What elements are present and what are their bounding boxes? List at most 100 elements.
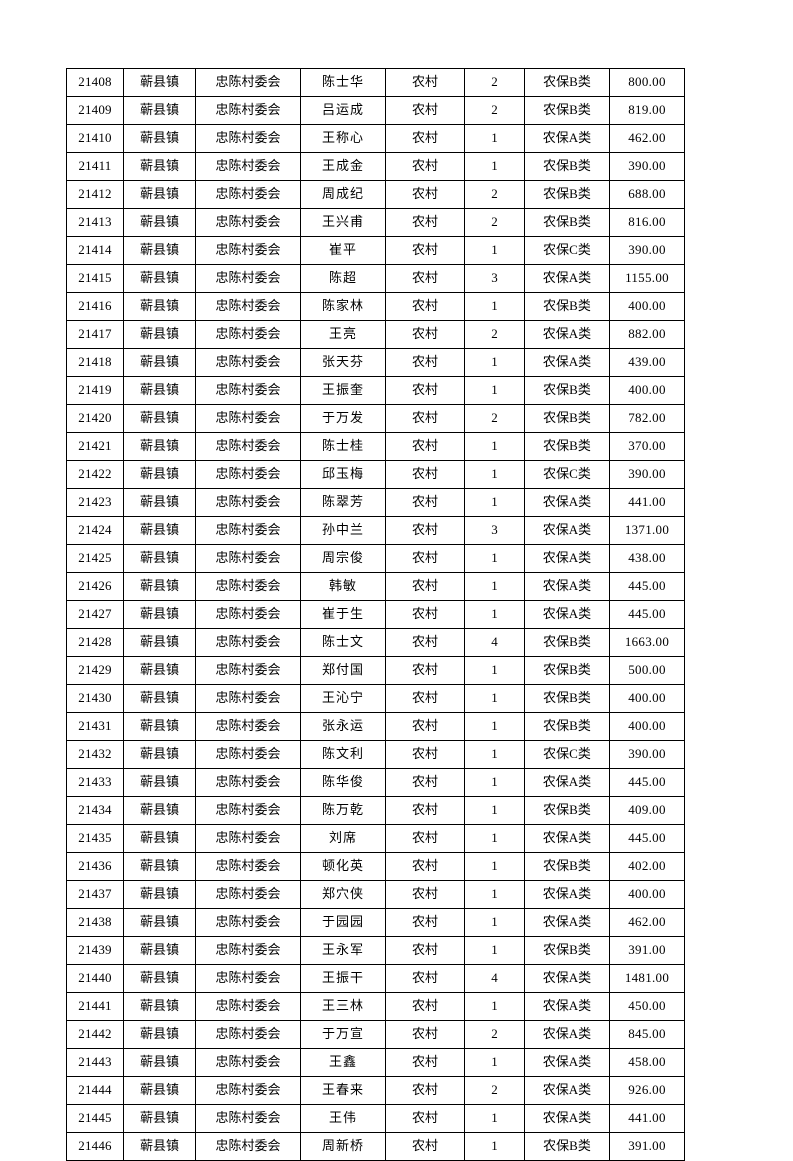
table-row: 21409 蕲县镇 忠陈村委会 吕运成 农村 2 农保B类 819.00: [66, 96, 685, 125]
cell-amount: 445.00: [609, 824, 685, 853]
cell-town: 蕲县镇: [123, 824, 196, 853]
cell-amount: 441.00: [609, 488, 685, 517]
cell-amount: 1663.00: [609, 628, 685, 657]
cell-person-name: 于万宣: [300, 1020, 386, 1049]
cell-village-committee: 忠陈村委会: [195, 516, 301, 545]
cell-person-count: 1: [464, 684, 525, 713]
cell-household-type: 农村: [385, 684, 465, 713]
cell-person-name: 陈家林: [300, 292, 386, 321]
cell-person-name: 崔于生: [300, 600, 386, 629]
cell-amount: 400.00: [609, 880, 685, 909]
cell-person-name: 王沁宁: [300, 684, 386, 713]
cell-amount: 462.00: [609, 908, 685, 937]
cell-person-count: 1: [464, 656, 525, 685]
table-row: 21435 蕲县镇 忠陈村委会 刘席 农村 1 农保A类 445.00: [66, 824, 685, 853]
cell-village-committee: 忠陈村委会: [195, 124, 301, 153]
cell-insurance-category: 农保B类: [524, 796, 610, 825]
cell-insurance-category: 农保B类: [524, 684, 610, 713]
cell-household-type: 农村: [385, 544, 465, 573]
cell-insurance-category: 农保A类: [524, 320, 610, 349]
cell-village-committee: 忠陈村委会: [195, 796, 301, 825]
cell-serial-number: 21415: [66, 264, 124, 293]
cell-town: 蕲县镇: [123, 572, 196, 601]
cell-person-count: 2: [464, 320, 525, 349]
cell-serial-number: 21422: [66, 460, 124, 489]
cell-serial-number: 21417: [66, 320, 124, 349]
table-row: 21423 蕲县镇 忠陈村委会 陈翠芳 农村 1 农保A类 441.00: [66, 488, 685, 517]
cell-person-count: 1: [464, 992, 525, 1021]
table-row: 21411 蕲县镇 忠陈村委会 王成金 农村 1 农保B类 390.00: [66, 152, 685, 181]
cell-person-count: 1: [464, 600, 525, 629]
cell-household-type: 农村: [385, 852, 465, 881]
cell-person-name: 张天芬: [300, 348, 386, 377]
cell-village-committee: 忠陈村委会: [195, 96, 301, 125]
table-row: 21445 蕲县镇 忠陈村委会 王伟 农村 1 农保A类 441.00: [66, 1104, 685, 1133]
cell-insurance-category: 农保B类: [524, 712, 610, 741]
cell-town: 蕲县镇: [123, 992, 196, 1021]
cell-town: 蕲县镇: [123, 516, 196, 545]
cell-amount: 445.00: [609, 768, 685, 797]
cell-serial-number: 21419: [66, 376, 124, 405]
cell-amount: 370.00: [609, 432, 685, 461]
cell-household-type: 农村: [385, 740, 465, 769]
cell-insurance-category: 农保A类: [524, 488, 610, 517]
cell-person-count: 1: [464, 740, 525, 769]
cell-town: 蕲县镇: [123, 1132, 196, 1161]
cell-person-name: 王鑫: [300, 1048, 386, 1077]
cell-amount: 390.00: [609, 740, 685, 769]
cell-serial-number: 21438: [66, 908, 124, 937]
cell-person-name: 王兴甫: [300, 208, 386, 237]
cell-town: 蕲县镇: [123, 964, 196, 993]
table-row: 21429 蕲县镇 忠陈村委会 郑付国 农村 1 农保B类 500.00: [66, 656, 685, 685]
cell-household-type: 农村: [385, 712, 465, 741]
cell-insurance-category: 农保B类: [524, 852, 610, 881]
cell-person-count: 2: [464, 1020, 525, 1049]
cell-insurance-category: 农保B类: [524, 292, 610, 321]
cell-town: 蕲县镇: [123, 1020, 196, 1049]
cell-village-committee: 忠陈村委会: [195, 236, 301, 265]
cell-person-count: 1: [464, 796, 525, 825]
cell-person-name: 吕运成: [300, 96, 386, 125]
cell-person-name: 张永运: [300, 712, 386, 741]
cell-serial-number: 21437: [66, 880, 124, 909]
table-row: 21414 蕲县镇 忠陈村委会 崔平 农村 1 农保C类 390.00: [66, 236, 685, 265]
table-row: 21437 蕲县镇 忠陈村委会 郑穴侠 农村 1 农保A类 400.00: [66, 880, 685, 909]
cell-serial-number: 21424: [66, 516, 124, 545]
cell-insurance-category: 农保A类: [524, 1048, 610, 1077]
cell-household-type: 农村: [385, 404, 465, 433]
cell-village-committee: 忠陈村委会: [195, 768, 301, 797]
cell-village-committee: 忠陈村委会: [195, 404, 301, 433]
table-row: 21440 蕲县镇 忠陈村委会 王振干 农村 4 农保A类 1481.00: [66, 964, 685, 993]
cell-insurance-category: 农保A类: [524, 1020, 610, 1049]
cell-village-committee: 忠陈村委会: [195, 1132, 301, 1161]
cell-town: 蕲县镇: [123, 908, 196, 937]
cell-town: 蕲县镇: [123, 348, 196, 377]
roster-table: 21408 蕲县镇 忠陈村委会 陈士华 农村 2 农保B类 800.00 21409 蕲县镇 忠陈村…: [66, 68, 685, 1161]
cell-village-committee: 忠陈村委会: [195, 180, 301, 209]
cell-village-committee: 忠陈村委会: [195, 712, 301, 741]
cell-amount: 391.00: [609, 936, 685, 965]
cell-town: 蕲县镇: [123, 1076, 196, 1105]
cell-insurance-category: 农保B类: [524, 404, 610, 433]
cell-village-committee: 忠陈村委会: [195, 320, 301, 349]
cell-amount: 816.00: [609, 208, 685, 237]
cell-insurance-category: 农保A类: [524, 908, 610, 937]
cell-amount: 500.00: [609, 656, 685, 685]
cell-town: 蕲县镇: [123, 208, 196, 237]
table-row: 21444 蕲县镇 忠陈村委会 王春来 农村 2 农保A类 926.00: [66, 1076, 685, 1105]
cell-person-name: 陈万乾: [300, 796, 386, 825]
table-row: 21434 蕲县镇 忠陈村委会 陈万乾 农村 1 农保B类 409.00: [66, 796, 685, 825]
cell-person-count: 2: [464, 180, 525, 209]
cell-village-committee: 忠陈村委会: [195, 1104, 301, 1133]
cell-town: 蕲县镇: [123, 404, 196, 433]
cell-insurance-category: 农保B类: [524, 376, 610, 405]
cell-household-type: 农村: [385, 572, 465, 601]
cell-insurance-category: 农保A类: [524, 964, 610, 993]
cell-serial-number: 21409: [66, 96, 124, 125]
cell-household-type: 农村: [385, 1048, 465, 1077]
cell-amount: 800.00: [609, 68, 685, 97]
table-row: 21410 蕲县镇 忠陈村委会 王称心 农村 1 农保A类 462.00: [66, 124, 685, 153]
cell-serial-number: 21414: [66, 236, 124, 265]
cell-insurance-category: 农保A类: [524, 824, 610, 853]
cell-insurance-category: 农保C类: [524, 236, 610, 265]
